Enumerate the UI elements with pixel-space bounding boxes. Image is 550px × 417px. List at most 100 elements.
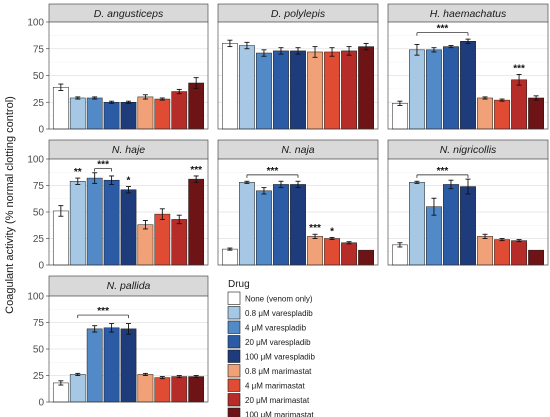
bar [69, 374, 86, 403]
bar [52, 87, 69, 130]
bar [460, 186, 476, 266]
bar [188, 82, 205, 130]
bar [528, 249, 544, 266]
bar [494, 239, 510, 266]
significance-label: ** [74, 167, 82, 178]
significance-label: *** [437, 166, 449, 177]
legend-label: 0.8 μM marimastat [245, 367, 312, 376]
legend-swatch [227, 291, 241, 305]
bar [409, 49, 425, 130]
bar [52, 210, 69, 266]
bar [120, 102, 137, 130]
bar [120, 189, 137, 266]
bar [460, 41, 476, 130]
y-tick-label: 0 [38, 261, 44, 272]
legend-swatch [227, 364, 241, 378]
significance-label: *** [267, 166, 279, 177]
y-tick-label: 75 [33, 318, 45, 329]
bar [307, 51, 323, 130]
legend-label: 0.8 μM varespladib [245, 309, 313, 318]
bar [137, 96, 154, 130]
legend-items: None (venom only) 0.8 μM varespladib 4 μM … [227, 291, 316, 417]
bar [188, 376, 205, 403]
bar [86, 97, 103, 130]
panel-title: D. polylepis [271, 8, 326, 20]
bar [154, 98, 171, 130]
legend-title: Drug [228, 279, 250, 290]
legend-swatch [227, 393, 241, 407]
legend-label: 4 μM marimastat [245, 382, 306, 391]
bar [154, 213, 171, 266]
legend-swatch [227, 335, 241, 349]
bar [477, 236, 493, 266]
bar [324, 238, 340, 266]
panel-title: N. haje [112, 144, 145, 156]
facet-panels: D. angusticeps 0 25 50 75 100 D. polylepis H. h… [27, 3, 549, 409]
panel-title: D. angusticeps [94, 8, 164, 20]
panel: D. angusticeps 0 25 50 75 100 [27, 3, 209, 136]
panel: H. haemachatus *** *** [387, 3, 549, 130]
significance-label: * [127, 175, 131, 186]
bar [137, 224, 154, 266]
panel-border [217, 21, 379, 130]
panel: D. polylepis [217, 3, 379, 130]
panel-border [387, 158, 549, 266]
bar [290, 50, 306, 130]
bar [154, 377, 171, 403]
bar [273, 50, 289, 130]
bar [324, 51, 340, 130]
panel-border [48, 21, 209, 130]
y-tick-label: 25 [33, 371, 45, 382]
y-tick-label: 75 [33, 181, 45, 192]
y-tick-label: 0 [38, 125, 44, 136]
bar [103, 179, 120, 266]
y-tick-label: 50 [33, 208, 45, 219]
legend-label: 20 μM varespladib [245, 338, 311, 347]
panel: N. pallida 0 25 50 75 100 *** [27, 275, 209, 409]
bar [103, 327, 120, 403]
y-tick-label: 100 [27, 292, 44, 303]
legend-label: None (venom only) [245, 295, 313, 304]
y-tick-label: 100 [27, 18, 44, 29]
significance-label: * [330, 226, 334, 237]
bar [69, 181, 86, 266]
y-tick-label: 25 [33, 98, 45, 109]
significance-label: *** [309, 223, 321, 234]
bar [358, 46, 374, 130]
y-axis-label: Coagulant activity (% normal clotting co… [4, 96, 16, 314]
legend-swatch [227, 407, 241, 417]
bar [103, 102, 120, 130]
bar [392, 244, 408, 266]
panel-title: N. pallida [107, 280, 151, 292]
bar [69, 97, 86, 130]
bar [171, 219, 188, 266]
bar [443, 46, 459, 130]
bar [426, 49, 442, 130]
bar [443, 184, 459, 266]
bar [222, 43, 238, 130]
legend-label: 20 μM marimastat [245, 396, 310, 405]
panel-title: N. naja [281, 144, 314, 156]
y-tick-label: 75 [33, 44, 45, 55]
bar [188, 178, 205, 266]
legend-label: 4 μM varespladib [245, 324, 307, 333]
bar [120, 328, 137, 403]
bar [273, 184, 289, 266]
y-tick-label: 0 [38, 398, 44, 409]
bar [341, 242, 357, 266]
legend-swatch [227, 306, 241, 320]
y-tick-label: 50 [33, 345, 45, 356]
bar [290, 184, 306, 266]
bar [511, 79, 527, 130]
panel-title: H. haemachatus [430, 8, 507, 20]
bar [409, 182, 425, 266]
bar [222, 248, 238, 266]
bar [477, 97, 493, 130]
y-tick-label: 25 [33, 234, 45, 245]
legend-swatch [227, 349, 241, 363]
significance-label: *** [97, 306, 109, 317]
significance-label: *** [190, 165, 202, 176]
panel-border [48, 158, 209, 266]
